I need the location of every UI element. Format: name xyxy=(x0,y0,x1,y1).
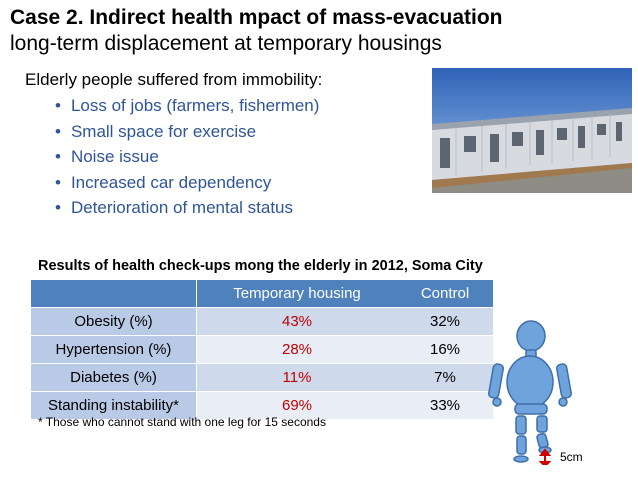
control-value: 33% xyxy=(397,391,493,419)
bullet-item: • Noise issue xyxy=(55,147,159,166)
slide-title: Case 2. Indirect health mpact of mass-ev… xyxy=(10,6,503,29)
table-row: Diabetes (%) 11% 7% xyxy=(31,363,493,391)
header-cell: Temporary housing xyxy=(197,280,397,307)
bullet-icon: • xyxy=(55,121,61,141)
measure-label: 5cm xyxy=(560,450,583,464)
table-row: Standing instability* 69% 33% xyxy=(31,391,493,419)
footnote: * Those who cannot stand with one leg fo… xyxy=(38,415,326,429)
results-table: Temporary housing Control Obesity (%) 43… xyxy=(31,280,493,419)
intro-text: Elderly people suffered from immobility: xyxy=(25,70,323,89)
control-value: 7% xyxy=(397,363,493,391)
temporary-housing-photo xyxy=(432,68,632,193)
table-header-row: Temporary housing Control xyxy=(31,280,493,307)
temporary-housing-value: 43% xyxy=(197,307,397,335)
header-cell: Control xyxy=(397,280,493,307)
control-value: 32% xyxy=(397,307,493,335)
table-title: Results of health check-ups mong the eld… xyxy=(38,258,483,274)
bullet-item: • Loss of jobs (farmers, fishermen) xyxy=(55,96,320,115)
bullet-item: • Increased car dependency xyxy=(55,172,272,192)
bullet-list: • Loss of jobs (farmers, fishermen) • Smal… xyxy=(55,93,319,221)
table-row: Hypertension (%) 28% 16% xyxy=(31,335,493,363)
temporary-housing-value: 69% xyxy=(197,391,397,419)
temporary-housing-value: 11% xyxy=(197,363,397,391)
bullet-item: • Deterioration of mental status xyxy=(55,198,294,217)
header-cell xyxy=(31,280,197,307)
row-label: Diabetes (%) xyxy=(31,363,197,391)
control-value: 16% xyxy=(397,335,493,363)
bullet-icon: • xyxy=(55,96,61,115)
bullet-icon: • xyxy=(55,147,61,166)
slide-subtitle: long-term displacement at temporary hous… xyxy=(10,32,442,55)
row-label: Hypertension (%) xyxy=(31,335,197,363)
row-label: Standing instability* xyxy=(31,391,197,419)
bullet-icon: • xyxy=(55,172,61,192)
bullet-item: • Small space for exercise xyxy=(55,121,257,141)
bullet-icon: • xyxy=(55,198,61,217)
row-label: Obesity (%) xyxy=(31,307,197,335)
one-leg-stand-figure xyxy=(475,320,585,468)
table-row: Obesity (%) 43% 32% xyxy=(31,307,493,335)
temporary-housing-value: 28% xyxy=(197,335,397,363)
